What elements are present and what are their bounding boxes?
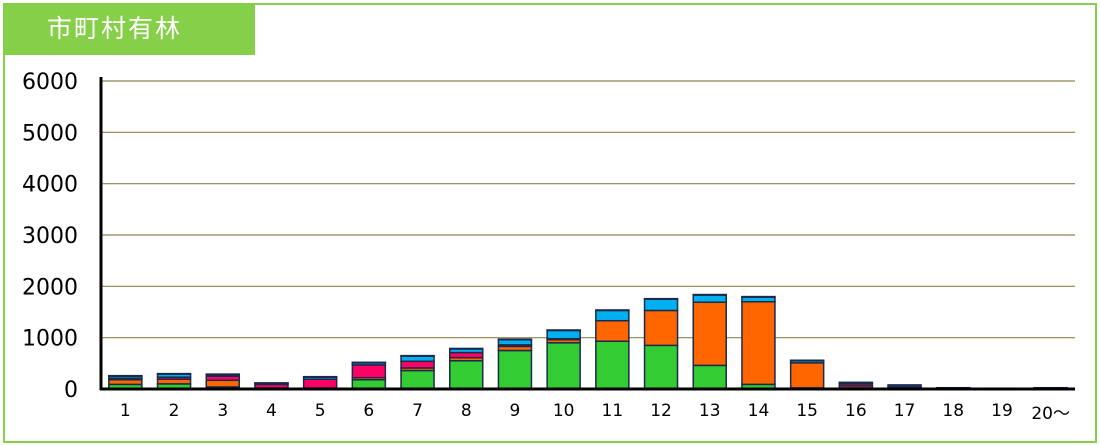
y-tick-label: 6000 xyxy=(22,70,78,95)
x-tick-label: 17 xyxy=(894,401,916,421)
bar-segment-5-s5 xyxy=(302,375,338,378)
bar-segment-14-s2 xyxy=(741,300,776,386)
y-tick-label: 5000 xyxy=(22,121,78,146)
x-tick-label: 8 xyxy=(461,401,472,421)
bar-segment-11-s5 xyxy=(595,309,630,312)
x-tick-label: 20～ xyxy=(1031,404,1070,424)
bar-segment-12-s5 xyxy=(643,297,679,300)
y-tick-label: 3000 xyxy=(22,224,78,249)
bar-segment-8-s1 xyxy=(449,360,484,390)
x-tick-label: 13 xyxy=(699,401,721,421)
bar-segment-10-s4 xyxy=(546,329,581,340)
bar-segment-6-s3 xyxy=(351,364,387,379)
bar-segment-13-s5 xyxy=(692,293,727,296)
x-tick-label: 14 xyxy=(748,401,770,421)
bar-segment-7-s3 xyxy=(400,360,435,369)
x-tick-label: 11 xyxy=(602,401,624,421)
x-tick-label: 9 xyxy=(510,401,521,421)
x-tick-label: 2 xyxy=(169,401,180,421)
chart-title: 市町村有林 xyxy=(47,14,183,43)
x-tick-label: 6 xyxy=(363,401,374,421)
x-tick-label: 5 xyxy=(315,401,326,421)
gridlines xyxy=(101,80,1075,339)
chart-title-tab: 市町村有林 xyxy=(3,3,255,55)
y-tick-label: 4000 xyxy=(22,173,78,198)
bar-segment-9-s4 xyxy=(497,338,533,346)
x-tick-label: 3 xyxy=(217,401,228,421)
y-tick-label: 0 xyxy=(64,378,78,403)
bar-segment-15-s5 xyxy=(789,359,825,362)
bar-segment-10-s5 xyxy=(546,329,581,332)
bar-segment-8-s3 xyxy=(449,351,484,359)
bar-segment-14-s5 xyxy=(741,295,776,298)
bar-segment-7-s4 xyxy=(400,355,435,363)
bar-segment-17-s5 xyxy=(887,384,922,388)
bar-segment-4-s5 xyxy=(254,382,289,385)
bars xyxy=(108,293,1068,390)
bar-segment-3-s2 xyxy=(205,379,240,388)
bar-segment-12-s1 xyxy=(643,344,679,390)
bar-segment-7-s5 xyxy=(400,354,435,357)
bar-segment-9-s1 xyxy=(497,349,533,390)
x-tick-label: 10 xyxy=(553,401,575,421)
bar-segment-15-s2 xyxy=(789,362,825,389)
x-tick-labels: 1 2 3 4 5 6 7 8 9 10 11 12 13 14 15 16 17 18 19 20～ xyxy=(120,401,1070,424)
x-tick-label: 15 xyxy=(796,401,818,421)
bar-segment-16-s5 xyxy=(838,381,874,384)
bar-segment-3-s5 xyxy=(205,373,240,376)
bar-segment-2-s5 xyxy=(156,372,192,375)
x-tick-label: 16 xyxy=(845,401,867,421)
y-tick-label: 1000 xyxy=(22,327,78,352)
bar-segment-8-s5 xyxy=(449,347,484,350)
bar-segment-6-s5 xyxy=(351,361,387,364)
bar-segment-11-s4 xyxy=(595,309,630,322)
bar-segment-13-s4 xyxy=(692,294,727,303)
bar-segment-10-s1 xyxy=(546,342,581,390)
y-tick-labels: 0 1000 2000 3000 4000 5000 6000 xyxy=(22,70,78,403)
bar-segment-12-s4 xyxy=(643,298,679,312)
axes xyxy=(99,77,1075,391)
bar-segment-7-s1 xyxy=(400,369,435,390)
bar-segment-13-s2 xyxy=(692,301,727,367)
x-tick-label: 18 xyxy=(942,401,964,421)
bar-segment-11-s2 xyxy=(595,319,630,343)
bar-segment-11-s1 xyxy=(595,340,630,390)
bar-segment-12-s2 xyxy=(643,309,679,347)
bar-segment-1-s5 xyxy=(108,374,143,377)
bar-segment-13-s1 xyxy=(692,364,727,390)
y-tick-label: 2000 xyxy=(22,275,78,300)
x-tick-label: 4 xyxy=(266,401,277,421)
x-tick-label: 7 xyxy=(412,401,423,421)
x-tick-label: 1 xyxy=(120,401,131,421)
bar-segment-5-s3 xyxy=(302,378,338,389)
bar-segment-9-s5 xyxy=(497,338,533,341)
x-tick-label: 19 xyxy=(991,401,1013,421)
x-tick-label: 12 xyxy=(650,401,672,421)
